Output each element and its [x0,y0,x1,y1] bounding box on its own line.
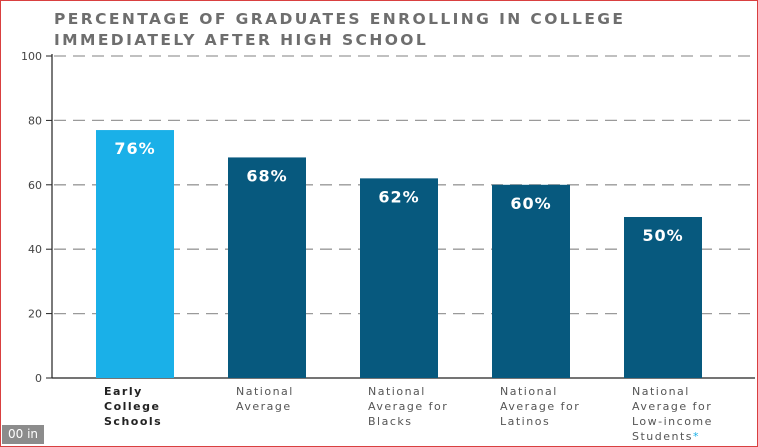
x-tick-label-line: Schools [104,415,163,428]
y-tick-label: 60 [28,179,42,192]
zoom-badge[interactable]: 00 in [2,425,45,444]
x-tick-label-line: National [500,385,558,398]
x-tick-label: National Average [236,384,356,414]
x-tick-label: National Average for Latinos [500,384,620,429]
x-tick-label-line: National [236,385,294,398]
data-label: 68% [246,166,287,185]
y-tick-label: 0 [35,372,42,385]
data-label: 60% [510,194,551,213]
data-label: 62% [378,187,419,206]
data-label: 76% [114,139,155,158]
y-tick-label: 40 [28,243,42,256]
bar [492,184,570,378]
x-tick-label: National Average for Blacks [368,384,488,429]
x-tick-label-line: Students* [632,430,701,443]
x-tick-label-line: Average for [632,400,713,413]
data-label: 50% [642,226,683,245]
x-tick-label: National Average for Low-income Students* [632,384,752,444]
x-tick-label-line: Average for [368,400,449,413]
x-tick-label-line: Average [236,400,292,413]
x-tick-label-line: College [104,400,161,413]
bar [624,217,702,378]
x-tick-label-line: Latinos [500,415,551,428]
x-tick-label-line: Early [104,385,143,398]
y-tick-label: 80 [28,114,42,127]
x-tick-label-line: Average for [500,400,581,413]
x-tick-label: Early College Schools [104,384,224,429]
bar [228,157,306,378]
x-tick-label-line: Low-income [632,415,713,428]
chart-title-line-1: PERCENTAGE OF GRADUATES ENROLLING IN COL… [54,10,626,28]
chart-title-line-2: IMMEDIATELY AFTER HIGH SCHOOL [54,31,429,49]
y-tick-label: 20 [28,308,42,321]
y-tick-label: 100 [21,50,42,63]
footnote-marker: * [693,430,701,443]
x-tick-label-line: Blacks [368,415,413,428]
x-tick-label-line: National [368,385,426,398]
x-tick-label-line: National [632,385,690,398]
bar [360,178,438,378]
chart-title: PERCENTAGE OF GRADUATES ENROLLING IN COL… [54,9,734,51]
bar [96,130,174,378]
